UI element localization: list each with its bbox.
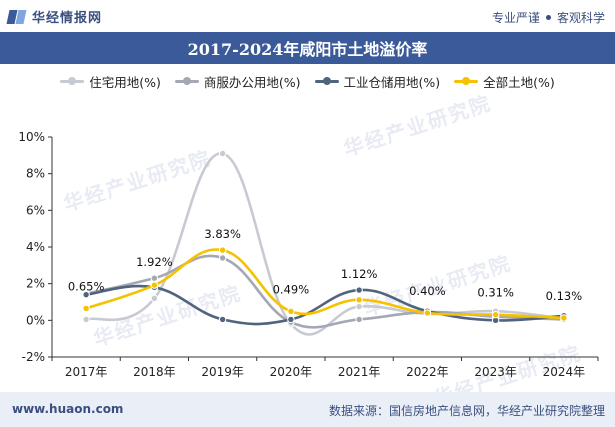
legend-label: 工业仓储用地(%) (343, 74, 441, 90)
data-label: 0.13% (546, 289, 583, 303)
legend-swatch (314, 76, 339, 85)
footer-bar: www.huaon.com 数据来源：国信房地产信息网，华经产业研究院整理 (0, 392, 615, 427)
tagline: 专业严谨 客观科学 (492, 9, 605, 26)
x-tick-label: 2024年 (543, 365, 586, 379)
data-point (218, 315, 227, 324)
data-point (355, 302, 363, 311)
series-line (85, 284, 564, 326)
data-point (355, 315, 363, 324)
bullet-dot-icon (545, 15, 551, 20)
y-tick-label: 10% (18, 130, 45, 144)
data-point (218, 254, 227, 262)
y-tick-label: 2% (26, 277, 45, 291)
y-tick-label: 8% (26, 167, 45, 181)
legend-label: 住宅用地(%) (89, 74, 161, 90)
legend-swatch (60, 76, 85, 85)
data-point (560, 314, 568, 322)
data-point (150, 274, 159, 282)
data-point (287, 315, 295, 324)
legend-item[interactable]: 住宅用地(%) (60, 70, 161, 92)
x-tick-label: 2020年 (270, 365, 313, 379)
data-point (423, 309, 432, 317)
data-label: 0.49% (273, 282, 310, 296)
data-point (150, 281, 159, 289)
tagline-left: 专业严谨 (491, 11, 540, 25)
data-label: 0.65% (68, 279, 105, 293)
y-tick-label: -2% (22, 350, 45, 364)
data-label: 0.31% (477, 286, 514, 300)
brand-name: 华经情报网 (32, 11, 103, 26)
huajing-logo-icon (6, 8, 27, 26)
y-tick-label: 0% (26, 313, 45, 327)
data-point (218, 149, 227, 158)
legend-swatch (174, 76, 199, 85)
series-line (85, 248, 564, 320)
top-bar: 华经情报网 专业严谨 客观科学 (0, 0, 615, 32)
legend-label: 商服办公用地(%) (203, 74, 301, 90)
data-point (82, 304, 90, 313)
legend-label: 全部土地(%) (483, 74, 555, 90)
legend-item[interactable]: 工业仓储用地(%) (314, 70, 441, 92)
footer-website[interactable]: www.huaon.com (12, 402, 124, 416)
data-point (355, 296, 363, 304)
tagline-right: 客观科学 (556, 11, 605, 25)
x-tick-label: 2021年 (338, 365, 381, 379)
data-point (150, 294, 159, 303)
series-line (85, 254, 564, 329)
y-tick-label: 6% (26, 203, 45, 217)
x-tick-label: 2023年 (474, 365, 517, 379)
brand: 华经情报网 (6, 7, 103, 26)
chart-title-bar: 2017-2024年咸阳市土地溢价率 (0, 32, 615, 64)
data-point (287, 307, 295, 316)
chart-legend: 住宅用地(%) 商服办公用地(%) 工业仓储用地(%) 全部土地(%) (0, 70, 615, 92)
legend-swatch (454, 76, 479, 85)
footer-source: 数据来源：国信房地产信息网，华经产业研究院整理 (328, 404, 605, 418)
line-chart: -2% 0% 2% 4% 6% 8% 10% 2017年 2018年 2019年 2020年 2021… (18, 130, 599, 379)
data-point (82, 290, 90, 299)
data-label: 3.83% (204, 227, 241, 241)
data-point (355, 286, 363, 294)
series-line (85, 152, 565, 336)
data-point (218, 246, 227, 254)
y-tick-label: 4% (26, 240, 45, 254)
legend-item[interactable]: 商服办公用地(%) (174, 70, 301, 92)
x-tick-label: 2018年 (133, 365, 176, 379)
data-label: 1.92% (136, 255, 173, 269)
chart-title: 2017-2024年咸阳市土地溢价率 (187, 40, 428, 59)
data-label: 0.40% (409, 284, 446, 298)
x-tick-label: 2017年 (65, 365, 108, 379)
data-point (491, 310, 500, 319)
data-point (82, 315, 90, 324)
x-tick-label: 2019年 (201, 365, 244, 379)
data-label: 1.12% (341, 267, 378, 281)
legend-item[interactable]: 全部土地(%) (454, 70, 555, 92)
x-tick-label: 2022年 (406, 365, 449, 379)
